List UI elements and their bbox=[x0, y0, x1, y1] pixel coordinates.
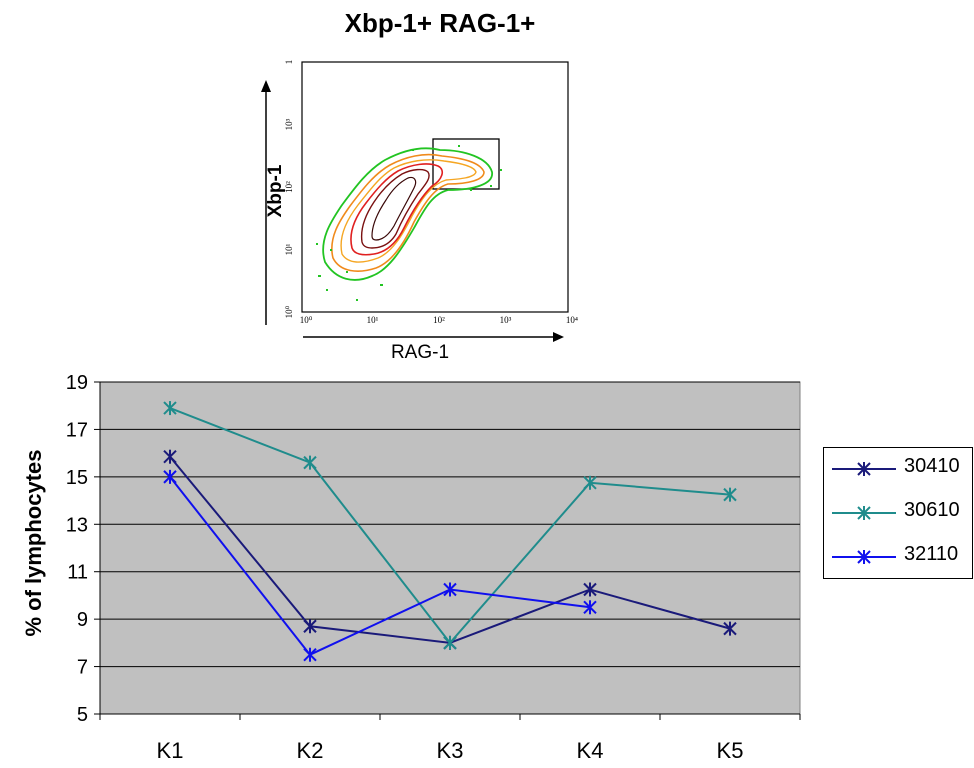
y-tick-label: 9 bbox=[77, 609, 88, 631]
contour-orange-2 bbox=[340, 159, 477, 263]
x-tick-label: K3 bbox=[437, 738, 464, 763]
flow-y-tick-label: 10⁰ bbox=[284, 305, 294, 318]
data-point-30610 bbox=[163, 401, 177, 416]
data-point-32110 bbox=[163, 469, 177, 484]
data-point-30610 bbox=[303, 455, 317, 470]
legend-marker-32110 bbox=[832, 550, 896, 564]
flow-x-tick-label: 10⁴ bbox=[566, 315, 578, 325]
data-point-32110 bbox=[303, 647, 317, 662]
plot-area bbox=[99, 381, 801, 715]
x-tick-label: K5 bbox=[717, 738, 744, 763]
flow-x-tick-label: 10³ bbox=[500, 315, 512, 325]
flow-x-tick-label: 10⁰ bbox=[300, 315, 313, 325]
data-point-30410 bbox=[723, 621, 737, 636]
legend-item-30410: 30410 bbox=[824, 452, 972, 482]
data-point-32110 bbox=[443, 582, 457, 597]
data-point-30610 bbox=[443, 635, 457, 650]
contour-inner bbox=[371, 176, 417, 241]
x-tick-label: K2 bbox=[297, 738, 324, 763]
chart-y-axis-label: % of lymphocytes bbox=[21, 449, 46, 637]
data-point-32110 bbox=[583, 600, 597, 615]
y-tick-label: 7 bbox=[77, 657, 88, 679]
flow-y-tick-label: 10³ bbox=[284, 118, 294, 130]
series-line-32110 bbox=[169, 476, 591, 656]
legend-label: 32110 bbox=[904, 543, 959, 565]
y-tick-label: 5 bbox=[77, 704, 88, 726]
flow-x-tick-label: 10² bbox=[433, 315, 445, 325]
data-point-30410 bbox=[583, 582, 597, 597]
y-tick-label: 15 bbox=[66, 467, 88, 489]
flow-y-tick-label: 1 bbox=[284, 60, 294, 65]
contour-outer-green bbox=[322, 147, 493, 281]
legend-item-30610: 30610 bbox=[824, 496, 972, 526]
flow-y-tick-label: 10¹ bbox=[284, 243, 294, 255]
flow-x-axis-label: RAG-1 bbox=[390, 342, 450, 363]
y-tick-label: 19 bbox=[66, 372, 88, 394]
flow-x-arrowhead bbox=[553, 332, 564, 342]
data-point-30610 bbox=[723, 487, 737, 502]
legend-label: 30410 bbox=[904, 455, 960, 477]
contour-dark-red bbox=[360, 168, 430, 249]
contour-red bbox=[350, 163, 444, 256]
legend-label: 30610 bbox=[904, 499, 960, 521]
data-point-30410 bbox=[303, 619, 317, 634]
legend-marker-30410 bbox=[832, 462, 896, 476]
y-tick-label: 11 bbox=[67, 562, 88, 584]
flow-y-tick-label: 10² bbox=[284, 181, 294, 193]
chart-legend: 30410 30610 32110 bbox=[823, 447, 973, 579]
y-tick-label: 13 bbox=[66, 514, 88, 536]
outlier-dots bbox=[316, 145, 502, 301]
flow-x-tick-label: 10¹ bbox=[367, 315, 379, 325]
x-tick-label: K4 bbox=[577, 738, 604, 763]
contour-orange-1 bbox=[331, 153, 485, 272]
data-point-30410 bbox=[163, 449, 177, 464]
y-tick-label: 17 bbox=[66, 419, 88, 441]
legend-item-32110: 32110 bbox=[824, 540, 972, 570]
legend-marker-30610 bbox=[832, 506, 896, 520]
x-tick-label: K1 bbox=[157, 738, 184, 763]
flow-plot-frame bbox=[301, 61, 569, 313]
flow-plot-title: Xbp-1+ RAG-1+ bbox=[344, 8, 536, 38]
data-point-30610 bbox=[583, 475, 597, 490]
flow-y-arrowhead bbox=[261, 80, 271, 92]
